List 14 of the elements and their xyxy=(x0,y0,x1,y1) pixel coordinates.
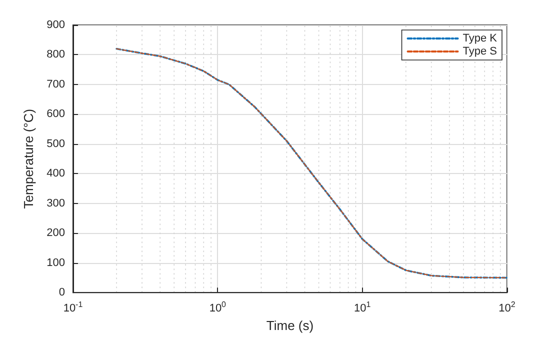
y-tick-label: 900 xyxy=(46,19,65,31)
y-tick-label: 800 xyxy=(46,48,65,61)
y-tick-label: 200 xyxy=(46,227,65,240)
y-axis-title: Temperature (°C) xyxy=(21,108,36,209)
x-axis-title: Time (s) xyxy=(266,318,314,333)
y-tick-label: 400 xyxy=(46,168,65,180)
y-tick-label: 700 xyxy=(46,78,65,90)
y-tick-label: 0 xyxy=(58,286,65,299)
y-tick-label: 300 xyxy=(46,197,65,210)
legend-label: Type S xyxy=(462,46,498,58)
y-tick-label: 600 xyxy=(46,108,65,120)
y-tick-label: 100 xyxy=(46,256,65,269)
y-tick-label: 500 xyxy=(46,138,65,150)
legend-label: Type K xyxy=(462,32,498,44)
